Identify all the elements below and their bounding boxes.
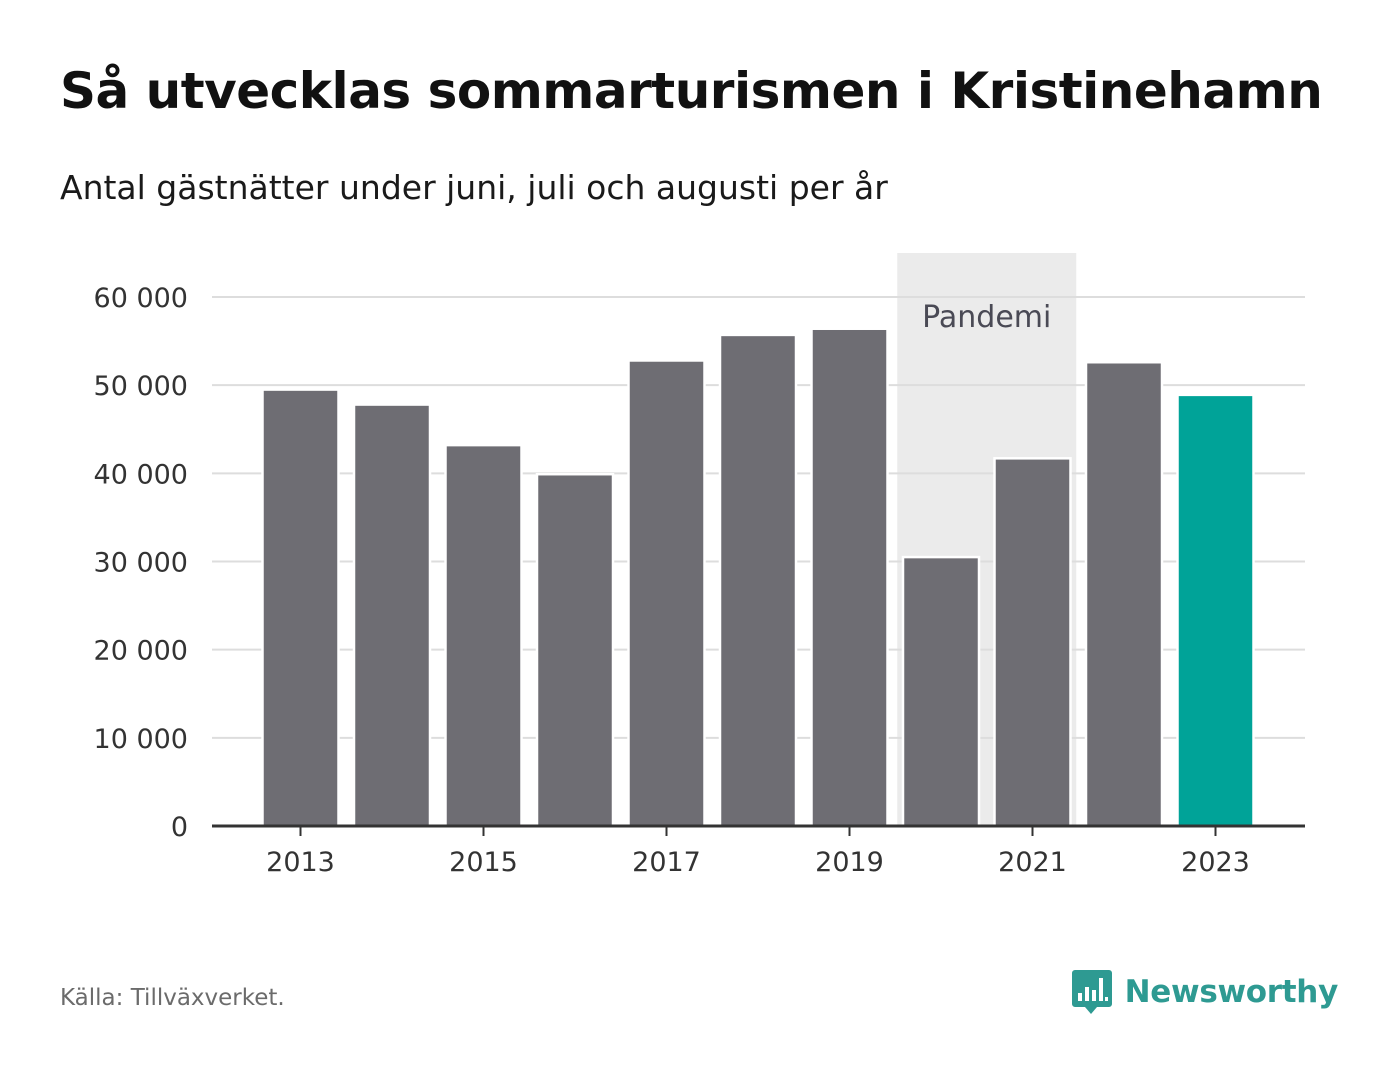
bar-2023 — [1176, 393, 1255, 828]
y-tick-label: 20 000 — [94, 636, 188, 667]
axes — [212, 824, 1305, 836]
brand-logo: Newsworthy — [1071, 968, 1338, 1016]
x-tick-label: 2023 — [1181, 847, 1250, 878]
bar-2020 — [901, 555, 981, 828]
y-tick-label: 0 — [171, 812, 188, 843]
bar-2017 — [627, 359, 706, 828]
y-tick-label: 40 000 — [94, 459, 188, 490]
bar-2021 — [993, 457, 1072, 828]
y-tick-label: 30 000 — [94, 548, 188, 579]
x-tick-label: 2013 — [266, 847, 335, 878]
chart-title: Så utvecklas sommarturismen i Kristineha… — [60, 62, 1323, 120]
y-tick-label: 10 000 — [94, 724, 188, 755]
x-tick-label: 2017 — [632, 847, 701, 878]
y-tick-label: 50 000 — [94, 371, 188, 402]
x-tick-label: 2019 — [815, 847, 884, 878]
bar-2022 — [1084, 360, 1164, 828]
x-tick-label: 2021 — [998, 847, 1067, 878]
pandemic-label: Pandemi — [922, 300, 1051, 335]
bar-2013 — [261, 388, 340, 828]
bar-2014 — [352, 403, 432, 828]
bars — [261, 327, 1255, 828]
labels: Pandemi 0 10 000 20 000 30 000 40 000 50 000 60… — [94, 283, 1250, 878]
bar-2016 — [535, 472, 615, 828]
y-tick-label: 60 000 — [94, 283, 188, 314]
source-note: Källa: Tillväxverket. — [60, 985, 285, 1011]
chart-subtitle: Antal gästnätter under juni, juli och au… — [60, 168, 888, 207]
bar-chart-speech-bubble-icon — [1071, 970, 1112, 1014]
bar-2018 — [718, 333, 798, 828]
x-tick-label: 2015 — [449, 847, 518, 878]
bar-2015 — [444, 443, 523, 828]
brand-name: Newsworthy — [1124, 974, 1339, 1010]
bar-chart: Pandemi 0 10 000 20 000 30 000 40 000 50 000 60… — [94, 253, 1305, 878]
bar-2019 — [810, 327, 889, 828]
